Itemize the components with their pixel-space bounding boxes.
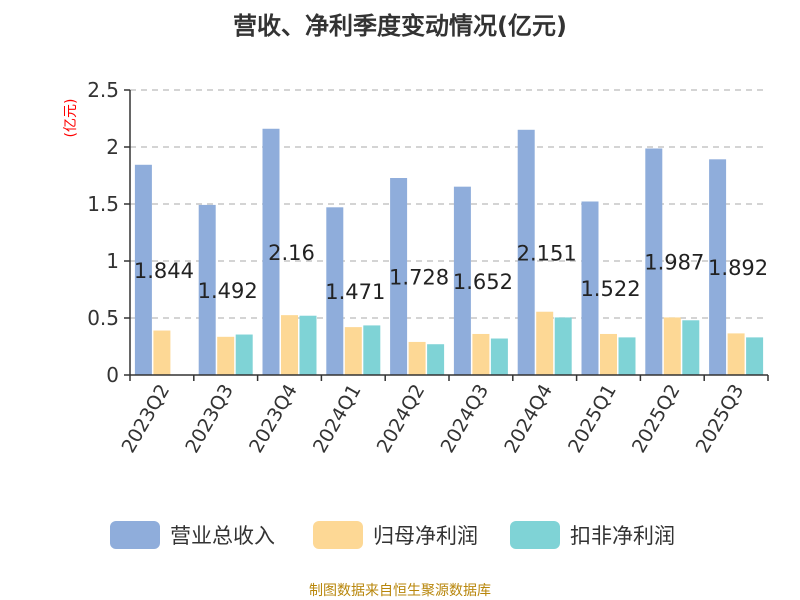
bar-2023Q2-s1[interactable] <box>153 330 171 375</box>
bar-2025Q3-s0[interactable] <box>709 159 727 375</box>
y-tick-label: 0.5 <box>87 306 119 330</box>
y-tick-label: 0 <box>106 363 119 387</box>
x-tick-label: 2025Q1 <box>564 381 621 457</box>
data-label: 2.151 <box>517 241 577 265</box>
bar-2025Q1-s0[interactable] <box>581 201 599 375</box>
bar-2024Q1-s0[interactable] <box>326 207 344 375</box>
bar-2025Q2-s2[interactable] <box>682 320 700 375</box>
bar-2025Q1-s2[interactable] <box>618 337 636 375</box>
data-label: 1.892 <box>708 256 768 280</box>
bar-2024Q2-s0[interactable] <box>390 178 408 375</box>
data-label: 1.844 <box>134 259 194 283</box>
bar-2023Q2-s0[interactable] <box>134 164 152 375</box>
x-tick-label: 2024Q2 <box>373 381 430 457</box>
legend-swatch <box>313 521 363 549</box>
data-label: 1.728 <box>389 266 449 290</box>
bar-2024Q4-s0[interactable] <box>517 129 535 375</box>
legend-label: 营业总收入 <box>170 524 275 548</box>
bar-2023Q4-s1[interactable] <box>281 315 298 375</box>
bar-2024Q3-s2[interactable] <box>490 338 508 375</box>
bar-2023Q3-s0[interactable] <box>198 204 216 375</box>
x-tick-label: 2023Q3 <box>181 381 238 457</box>
data-label: 1.471 <box>325 280 385 304</box>
legend-swatch <box>510 521 560 549</box>
y-axis-label: (亿元) <box>63 99 79 138</box>
source-note: 制图数据来自恒生聚源数据库 <box>309 583 491 599</box>
legend-swatch <box>110 521 160 549</box>
bar-2024Q1-s1[interactable] <box>344 327 362 375</box>
bar-2024Q2-s1[interactable] <box>408 341 426 375</box>
bar-2025Q2-s0[interactable] <box>645 148 663 375</box>
data-label: 1.987 <box>644 251 704 275</box>
bar-2024Q4-s2[interactable] <box>554 317 572 375</box>
bar-2024Q2-s2[interactable] <box>427 344 445 375</box>
bars-group <box>134 128 764 375</box>
bar-2024Q4-s1[interactable] <box>536 311 554 375</box>
bar-2025Q3-s2[interactable] <box>746 337 764 375</box>
legend-item-1[interactable]: 归母净利润 <box>313 521 478 549</box>
bar-2025Q1-s1[interactable] <box>600 333 617 375</box>
y-tick-label: 1.5 <box>87 192 119 216</box>
bar-2025Q3-s1[interactable] <box>727 333 745 375</box>
x-tick-label: 2024Q3 <box>436 381 493 457</box>
bar-2024Q3-s1[interactable] <box>472 333 490 375</box>
legend[interactable]: 营业总收入 归母净利润 扣非净利润 <box>110 521 675 549</box>
data-label: 1.492 <box>198 279 258 303</box>
bar-2023Q3-s2[interactable] <box>235 334 253 375</box>
x-tick-label: 2024Q4 <box>500 381 557 457</box>
bar-2023Q4-s0[interactable] <box>262 128 280 375</box>
legend-label: 扣非净利润 <box>570 524 675 548</box>
bar-2025Q2-s1[interactable] <box>663 317 681 375</box>
data-label: 1.652 <box>453 270 513 294</box>
bar-2023Q3-s1[interactable] <box>217 336 235 375</box>
bar-2024Q1-s2[interactable] <box>363 325 381 375</box>
chart-title: 营收、净利季度变动情况(亿元) <box>233 12 567 40</box>
legend-label: 归母净利润 <box>373 524 478 548</box>
y-tick-label: 2.5 <box>87 78 119 102</box>
x-tick-label: 2025Q2 <box>628 381 685 457</box>
x-tick-label: 2024Q1 <box>309 381 366 457</box>
data-label: 1.522 <box>580 277 640 301</box>
data-label: 2.16 <box>268 241 315 265</box>
y-tick-label: 1 <box>106 249 119 273</box>
bar-2023Q4-s2[interactable] <box>299 315 317 375</box>
x-tick-label: 2023Q2 <box>117 381 174 457</box>
legend-item-0[interactable]: 营业总收入 <box>110 521 275 549</box>
y-tick-label: 2 <box>106 135 119 159</box>
legend-item-2[interactable]: 扣非净利润 <box>510 521 675 549</box>
x-tick-label: 2025Q3 <box>692 381 749 457</box>
bar-2024Q3-s0[interactable] <box>453 186 471 375</box>
x-tick-label: 2023Q4 <box>245 381 302 457</box>
